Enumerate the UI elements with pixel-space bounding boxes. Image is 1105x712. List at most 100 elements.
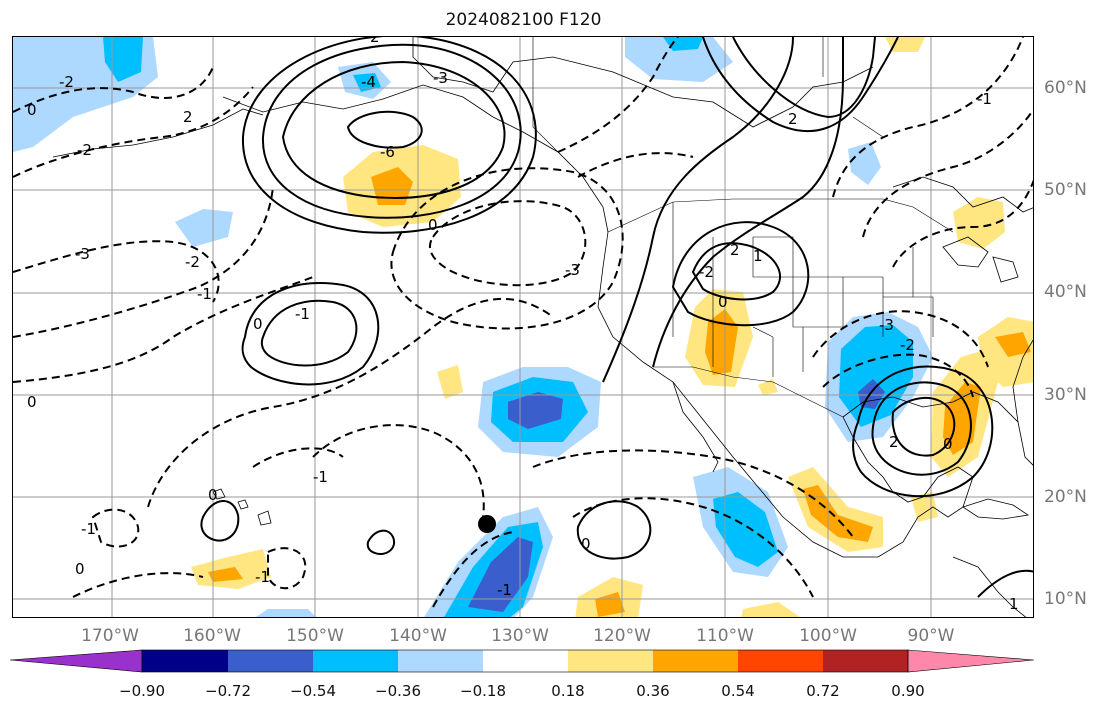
lon-label: 160°W <box>183 626 241 646</box>
shade-orange-seaboard <box>995 332 1031 357</box>
contour-label: -3 <box>879 316 894 334</box>
contour-pos-alaska-1 <box>281 60 506 199</box>
contour-pos-west-3 <box>691 242 782 301</box>
hawaii-islands <box>212 488 272 526</box>
contour-neg-ne-3 <box>892 179 1033 268</box>
contour-label: -2 <box>59 73 74 91</box>
colorbar-segment <box>483 650 568 672</box>
contour-label: 0 <box>27 393 37 411</box>
contour-pos-gulf-3 <box>852 365 994 498</box>
cuba <box>962 498 1030 520</box>
contour-label: 0 <box>943 435 953 453</box>
lat-label: 40°N <box>1044 282 1087 302</box>
contour-pos-tropic-1 <box>576 500 652 560</box>
contour-neg-south-2 <box>532 449 854 538</box>
contour-label: -1 <box>977 90 992 108</box>
contour-neg-center <box>312 424 485 518</box>
contour-label: 0 <box>581 535 591 553</box>
contour-pos-gulf-1 <box>891 396 956 457</box>
colorbar-segment <box>738 650 823 672</box>
contour-neg-ring-1 <box>428 200 587 287</box>
shade-yellow-sw <box>758 379 778 395</box>
gulf-coast-us <box>842 391 1033 466</box>
contour-neg-east <box>557 37 679 153</box>
colorbar-frame <box>141 649 909 673</box>
north-coast <box>412 37 874 128</box>
shade-orange-mexico-s <box>803 485 873 542</box>
contour-neg-south-1 <box>572 497 814 598</box>
contour-label: -1 <box>197 285 212 303</box>
contour-pos-ring-pac-2 <box>241 281 380 386</box>
contour-neg-texas <box>812 310 989 368</box>
colorbar-extend-high <box>907 649 1035 673</box>
shade-yellow-greatlakes <box>953 197 1005 249</box>
political-borders <box>532 37 954 418</box>
shade-orange-hawaii <box>208 567 243 582</box>
contour-pos-east-coast <box>977 569 1033 598</box>
shade-cyan-texas <box>839 325 913 427</box>
contour-neg-nw <box>13 66 214 113</box>
alaska-coast <box>222 84 609 233</box>
map-canvas: -2 0 -2 -3 -2 -1 0 0 -1 -1 0 0 -1 -1 2 -… <box>13 37 1033 617</box>
contour-label: 0 <box>718 293 728 311</box>
colorbar-segment <box>228 650 313 672</box>
lon-label: 140°W <box>389 626 447 646</box>
contour-label: 0 <box>27 101 37 119</box>
central-america <box>952 556 1027 617</box>
shade-blue-sw-corner <box>256 609 316 617</box>
positive-contours <box>200 37 1033 598</box>
us-mexico-border <box>653 366 844 418</box>
contour-label: -1 <box>295 305 310 323</box>
contour-label: -2 <box>77 141 92 159</box>
contour-neg-sw2 <box>267 547 307 590</box>
contour-pos-ring-pac <box>260 299 358 367</box>
colorbar-tick-label: 0.36 <box>636 682 670 700</box>
contour-label: -3 <box>565 261 580 279</box>
contour-label: 2 <box>730 241 740 259</box>
lon-label: 170°W <box>81 626 139 646</box>
negative-contours <box>13 37 1033 608</box>
shade-orange-gulf <box>371 167 413 205</box>
contour-labels: -2 0 -2 -3 -2 -1 0 0 -1 -1 0 0 -1 -1 2 -… <box>27 37 1019 613</box>
lat-label: 50°N <box>1044 180 1087 200</box>
state-lines-1 <box>672 202 934 372</box>
contour-pos-gulf-2 <box>871 381 972 476</box>
mexico-gulf-coast <box>842 416 974 558</box>
contour-neg-west2 <box>13 186 274 338</box>
colorbar-segment <box>313 650 398 672</box>
shade-cyan-tropical-e <box>713 492 778 567</box>
colorbar-segment <box>142 650 228 672</box>
contour-label: 0 <box>428 216 438 234</box>
lat-label: 10°N <box>1044 589 1087 609</box>
shade-royal-tropical-w <box>468 537 533 612</box>
shade-blue-pac <box>175 209 233 247</box>
contour-neg-sw <box>72 572 204 598</box>
contour-pos-alaska-inner <box>346 110 423 149</box>
contour-label: -1 <box>255 568 270 586</box>
hudson-region <box>892 176 1033 213</box>
contour-neg-east-pac <box>432 531 514 608</box>
colorbar-tick-label: 0.54 <box>721 682 755 700</box>
lon-label: 120°W <box>593 626 651 646</box>
contour-pos-alaska-3 <box>241 37 537 234</box>
east-coast <box>1012 339 1033 423</box>
contour-label: 0 <box>253 315 263 333</box>
contour-label: -2 <box>699 263 714 281</box>
shade-blue-north <box>625 37 733 82</box>
contour-label: -1 <box>313 468 328 486</box>
colorbar-tick-label: 0.72 <box>806 682 840 700</box>
contour-label: 1 <box>753 247 763 265</box>
contour-label: 0 <box>208 486 218 504</box>
contour-pos-tropic-2 <box>366 529 396 555</box>
lat-label: 30°N <box>1044 385 1087 405</box>
lon-label: 100°W <box>799 626 857 646</box>
great-lakes <box>942 236 1019 283</box>
colorbar-segment <box>823 650 908 672</box>
colorbar-tick-label: −0.54 <box>290 682 336 700</box>
state-lines-2 <box>752 37 914 377</box>
shade-royal-east-pac <box>508 392 563 429</box>
colorbar-extend-low <box>10 649 143 673</box>
storm-position-marker <box>478 515 496 533</box>
contour-neg-mid <box>147 297 554 508</box>
contour-label: -2 <box>185 253 200 271</box>
